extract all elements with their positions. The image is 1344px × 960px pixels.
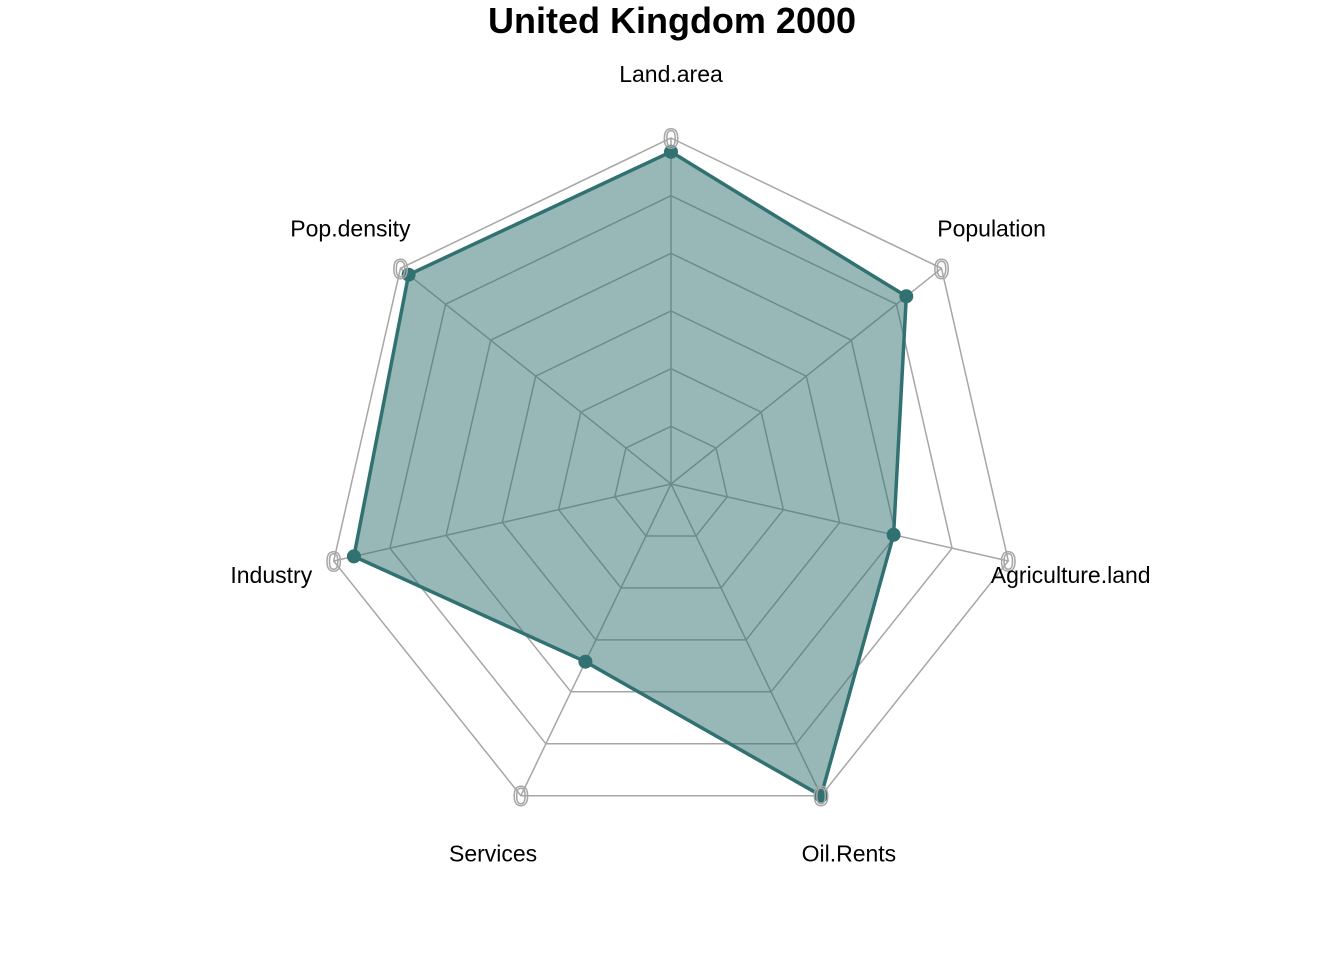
axis-label: Industry	[230, 562, 312, 588]
series-point	[664, 144, 678, 159]
series-area	[352, 150, 909, 798]
ring-label: 0	[663, 123, 679, 154]
series-layer	[346, 144, 914, 803]
ring-label: 0	[1001, 546, 1017, 577]
series-point	[401, 267, 416, 282]
ring-label: 0	[393, 253, 409, 284]
axis-label: Agriculture.land	[991, 562, 1151, 588]
axis-labels: Land.area Population Agriculture.land Oil.R…	[230, 61, 1150, 866]
ring-label: 0	[934, 253, 950, 284]
chart-title: United Kingdom 2000	[487, 0, 857, 41]
axis-label: Land.area	[619, 61, 723, 87]
axis-label: Services	[449, 840, 537, 866]
series-point	[346, 549, 361, 564]
grid-ring	[332, 137, 1010, 797]
ring-label: 0	[513, 781, 529, 812]
ring-labels: 0 0 0 0 0 0 0	[325, 122, 1017, 812]
series-point	[814, 788, 829, 803]
series-point	[578, 654, 593, 669]
axis-label: Pop.density	[290, 215, 411, 241]
axis-label: Oil.Rents	[802, 840, 897, 866]
ring-label: 0	[326, 546, 342, 577]
ring-label: 0	[813, 781, 829, 812]
series-point	[886, 527, 901, 542]
axis-label: Population	[937, 215, 1046, 241]
series-point	[899, 289, 914, 304]
